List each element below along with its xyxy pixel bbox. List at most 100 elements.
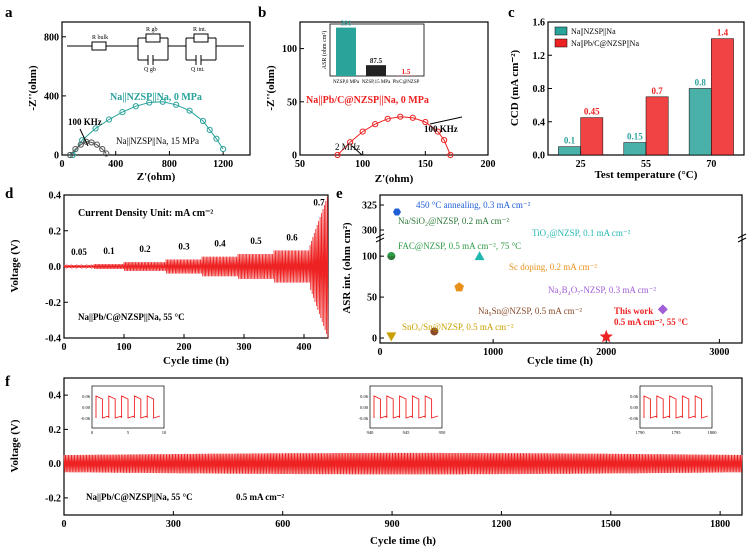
circuit-label-rint: R int. — [193, 27, 207, 33]
inset-category-label: NZSP,15 MPa — [362, 80, 391, 85]
y-tick-label: 0.2 — [49, 425, 62, 436]
nyquist-point — [221, 146, 226, 151]
zoom-inset-y-tick: -0.06 — [81, 416, 91, 421]
x-tick-label: 300 — [237, 342, 252, 353]
zoom-inset-y-tick: 0.06 — [360, 394, 369, 399]
x-axis-label-c: Test temperature (°C) — [595, 169, 698, 181]
ccd-bar — [624, 143, 646, 155]
inset-bar — [336, 28, 356, 76]
zoom-insets-f: 0 5 100.060.00-0.06940 945 9500.060.00-0.061… — [81, 386, 718, 435]
point-label: 450 °C annealing, 0.3 mA cm⁻² — [416, 200, 531, 210]
y-tick-label: 0 — [372, 334, 377, 345]
y-tick-label: 0.0 — [49, 262, 62, 273]
annotation-100khz-b: 100 KHz — [424, 124, 458, 134]
point-label: Na₉Sn@NZSP, 0.5 mA cm⁻² — [478, 306, 582, 316]
panel-label-c: c — [508, 5, 515, 21]
asr-inset-chart: 391 NZSP,0 MPa 87.5 NZSP,15 MPa 1.5 Pb/C@NZSP… — [321, 20, 424, 85]
y-axis-label-e: ASR int. (ohm cm²) — [341, 222, 353, 314]
panel-a: 0 400 800 1200 0 400 800 Z'(ohm) -Z''(ohm) R … — [27, 22, 250, 183]
step-label: 0.7 — [313, 198, 325, 208]
annotation-cell-d: Na||Pb/C@NZSP||Na, 55 °C — [78, 312, 185, 322]
y-tick-label: 1.6 — [533, 18, 546, 29]
voltage-step-segment — [124, 262, 166, 271]
inset-bar-value: 1.5 — [402, 68, 411, 76]
voltage-step-segment — [310, 197, 328, 338]
x-tick-label: 100 — [355, 159, 370, 170]
x-axis-label-e: Cycle time (h) — [527, 355, 593, 367]
x-tick-label: 200 — [177, 342, 192, 353]
marker-diamond — [658, 304, 668, 314]
x-tick-label: 1800 — [710, 519, 730, 530]
point-label: SnOₓ/Sn@NZSP, 0.5 mA cm⁻² — [402, 322, 514, 332]
ccd-bar — [711, 39, 733, 155]
x-tick-label: 600 — [275, 519, 290, 530]
circuit-label-rbulk: R bulk — [92, 35, 108, 41]
panel-label-a: a — [5, 5, 13, 21]
y-axis-label-d: Voltage (V) — [9, 239, 21, 292]
step-label: 0.6 — [286, 232, 298, 242]
zoom-inset-x-tick: 945 — [403, 430, 411, 435]
legend-label-pbc: Na||Pb/C@NZSP||Na — [571, 39, 639, 48]
ccd-bar-value: 0.45 — [584, 107, 600, 117]
zoom-inset-x-tick: 5 — [127, 430, 130, 435]
x-tick-label: 400 — [297, 342, 312, 353]
step-label: 0.3 — [178, 241, 190, 251]
legend-swatch-pbc — [555, 39, 567, 47]
y-tick-label: 1.2 — [533, 51, 546, 62]
x-tick-label: 25 — [576, 159, 586, 170]
ccd-bar — [558, 147, 580, 155]
y-tick-label: 300 — [362, 226, 377, 237]
zoom-inset: 940 945 9500.060.00-0.06 — [359, 386, 447, 435]
ccd-bar-value: 0.7 — [651, 86, 663, 96]
x-tick-label: 800 — [162, 159, 177, 170]
x-axis-d: 0 100 200 300 400 — [62, 334, 312, 353]
ccd-bar-value: 0.15 — [627, 132, 643, 142]
panel-e: 0 1000 2000 3000 0 50 100 300 325 Cycle time (h… — [341, 195, 746, 367]
x-tick-label: 900 — [385, 519, 400, 530]
x-axis-label-b: Z'(ohm) — [375, 173, 414, 185]
marker-hexagon — [393, 209, 401, 216]
annotation-nzsp-0mpa: Na||NZSP||Na, 0 MPa — [110, 92, 202, 103]
annotation-2mhz: 2 MHz — [335, 142, 360, 152]
zoom-inset-x-tick: 1800 — [708, 430, 718, 435]
zoom-inset-y-tick: 0.00 — [630, 405, 639, 410]
y-tick-label: 0.4 — [49, 191, 62, 202]
point-label: FAC@NZSP, 0.5 mA cm⁻², 75 °C — [398, 241, 521, 251]
x-tick-label: 150 — [418, 159, 433, 170]
y-tick-label: 0 — [54, 151, 59, 162]
x-tick-label: 2000 — [596, 347, 616, 358]
step-label: 0.5 — [250, 236, 262, 246]
x-tick-label: 0 — [62, 342, 67, 353]
x-axis-b: 50 100 150 200 — [295, 151, 496, 170]
zoom-inset-x-tick: 1795 — [672, 430, 682, 435]
annotation-current-density-f: 0.5 mA cm⁻² — [236, 492, 284, 502]
ccd-bar-value: 1.4 — [717, 28, 729, 38]
y-tick-label: 0.2 — [49, 226, 62, 237]
x-axis-label-d: Cycle time (h) — [163, 355, 229, 367]
zoom-inset: 0 5 100.060.00-0.06 — [81, 386, 167, 435]
inset-category-label: NZSP,0 MPa — [333, 80, 360, 85]
current-density-unit-title: Current Density Unit: mA cm⁻² — [78, 208, 213, 219]
y-tick-label: -0.2 — [45, 493, 61, 504]
inset-bar — [366, 65, 386, 76]
inset-y-label: ASR (ohm cm²) — [321, 31, 328, 69]
legend-label-nzsp: Na||NZSP||Na — [571, 27, 616, 36]
annotation-100khz-a: 100 KHz — [68, 117, 102, 127]
x-tick-label: 0 — [378, 347, 383, 358]
point-label: Na₂B₄O₇-NZSP, 0.3 mA cm⁻² — [548, 285, 656, 295]
y-tick-label: -0.4 — [45, 334, 61, 345]
voltage-trace-band — [64, 453, 742, 474]
y-axis-b: 0 50 100 — [282, 44, 304, 161]
inset-category-label: Pb/C@NZSP — [393, 80, 420, 85]
x-tick-label: 200 — [481, 159, 496, 170]
panel-label-e: e — [336, 186, 343, 202]
asr-comparison-points: 450 °C annealing, 0.3 mA cm⁻²Na/SiO₂@NZS… — [386, 200, 688, 342]
x-tick-label: 300 — [166, 519, 181, 530]
x-tick-label: 1200 — [491, 519, 511, 530]
zoom-inset-y-tick: 0.00 — [82, 405, 91, 410]
zoom-inset-y-tick: 0.06 — [82, 394, 91, 399]
annotation-pbc-0mpa: Na||Pb/C@NZSP||Na, 0 MPa — [306, 95, 429, 106]
legend-c: Na||NZSP||Na Na||Pb/C@NZSP||Na — [555, 27, 639, 48]
panel-label-d: d — [5, 186, 14, 202]
x-tick-label: 1000 — [483, 347, 503, 358]
